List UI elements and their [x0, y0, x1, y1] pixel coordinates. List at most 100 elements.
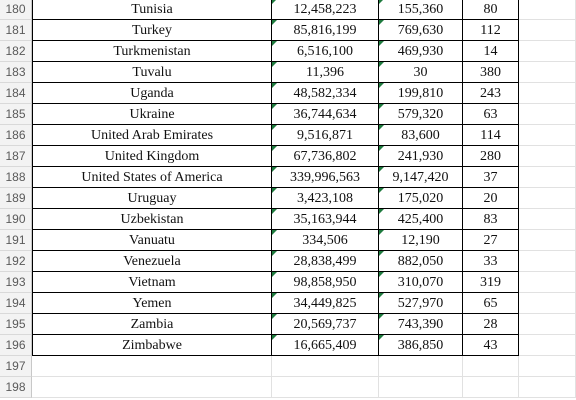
cell-density[interactable]: 63: [463, 104, 519, 125]
cell-area[interactable]: 310,070: [379, 272, 463, 293]
cell-area[interactable]: 9,147,420: [379, 167, 463, 188]
cell-empty[interactable]: [519, 230, 576, 251]
cell-country[interactable]: Venezuela: [32, 251, 272, 272]
cell-empty[interactable]: [519, 377, 576, 398]
cell-empty[interactable]: [463, 356, 519, 377]
row-header[interactable]: 190: [0, 209, 32, 230]
cell-area[interactable]: 579,320: [379, 104, 463, 125]
cell-population[interactable]: 12,458,223: [272, 0, 379, 20]
cell-area[interactable]: 769,630: [379, 20, 463, 41]
row-header[interactable]: 189: [0, 188, 32, 209]
cell-area[interactable]: 155,360: [379, 0, 463, 20]
cell-density[interactable]: 28: [463, 314, 519, 335]
cell-empty[interactable]: [379, 377, 463, 398]
row-header[interactable]: 181: [0, 20, 32, 41]
cell-empty[interactable]: [519, 20, 576, 41]
cell-density[interactable]: 43: [463, 335, 519, 356]
row-header[interactable]: 195: [0, 314, 32, 335]
cell-density[interactable]: 380: [463, 62, 519, 83]
cell-population[interactable]: 11,396: [272, 62, 379, 83]
cell-area[interactable]: 241,930: [379, 146, 463, 167]
cell-empty[interactable]: [519, 314, 576, 335]
cell-area[interactable]: 83,600: [379, 125, 463, 146]
cell-country[interactable]: Tunisia: [32, 0, 272, 20]
cell-empty[interactable]: [519, 167, 576, 188]
cell-area[interactable]: 175,020: [379, 188, 463, 209]
cell-area[interactable]: 425,400: [379, 209, 463, 230]
cell-density[interactable]: 20: [463, 188, 519, 209]
cell-density[interactable]: 65: [463, 293, 519, 314]
row-header[interactable]: 185: [0, 104, 32, 125]
cell-country[interactable]: Vanuatu: [32, 230, 272, 251]
cell-population[interactable]: 20,569,737: [272, 314, 379, 335]
cell-country[interactable]: Zimbabwe: [32, 335, 272, 356]
row-header[interactable]: 191: [0, 230, 32, 251]
cell-empty[interactable]: [519, 251, 576, 272]
cell-empty[interactable]: [519, 146, 576, 167]
cell-population[interactable]: 16,665,409: [272, 335, 379, 356]
cell-area[interactable]: 30: [379, 62, 463, 83]
cell-empty[interactable]: [519, 41, 576, 62]
cell-population[interactable]: 34,449,825: [272, 293, 379, 314]
cell-country[interactable]: Ukraine: [32, 104, 272, 125]
cell-population[interactable]: 48,582,334: [272, 83, 379, 104]
cell-density[interactable]: 114: [463, 125, 519, 146]
cell-density[interactable]: 14: [463, 41, 519, 62]
cell-empty[interactable]: [272, 356, 379, 377]
cell-density[interactable]: 243: [463, 83, 519, 104]
cell-area[interactable]: 882,050: [379, 251, 463, 272]
cell-country[interactable]: Zambia: [32, 314, 272, 335]
cell-empty[interactable]: [379, 356, 463, 377]
cell-empty[interactable]: [463, 377, 519, 398]
cell-population[interactable]: 35,163,944: [272, 209, 379, 230]
cell-population[interactable]: 6,516,100: [272, 41, 379, 62]
cell-population[interactable]: 339,996,563: [272, 167, 379, 188]
cell-population[interactable]: 85,816,199: [272, 20, 379, 41]
cell-density[interactable]: 80: [463, 0, 519, 20]
cell-country[interactable]: Turkey: [32, 20, 272, 41]
cell-country[interactable]: Uzbekistan: [32, 209, 272, 230]
cell-area[interactable]: 743,390: [379, 314, 463, 335]
cell-empty[interactable]: [519, 293, 576, 314]
row-header[interactable]: 180: [0, 0, 32, 20]
cell-country[interactable]: United States of America: [32, 167, 272, 188]
row-header[interactable]: 187: [0, 146, 32, 167]
cell-empty[interactable]: [519, 335, 576, 356]
cell-density[interactable]: 37: [463, 167, 519, 188]
cell-population[interactable]: 9,516,871: [272, 125, 379, 146]
cell-population[interactable]: 98,858,950: [272, 272, 379, 293]
cell-country[interactable]: Uruguay: [32, 188, 272, 209]
cell-country[interactable]: Turkmenistan: [32, 41, 272, 62]
row-header[interactable]: 192: [0, 251, 32, 272]
cell-country[interactable]: United Kingdom: [32, 146, 272, 167]
cell-area[interactable]: 469,930: [379, 41, 463, 62]
row-header[interactable]: 194: [0, 293, 32, 314]
cell-empty[interactable]: [519, 209, 576, 230]
cell-area[interactable]: 386,850: [379, 335, 463, 356]
cell-density[interactable]: 280: [463, 146, 519, 167]
cell-density[interactable]: 83: [463, 209, 519, 230]
row-header[interactable]: 183: [0, 62, 32, 83]
cell-empty[interactable]: [519, 188, 576, 209]
cell-country[interactable]: Tuvalu: [32, 62, 272, 83]
row-header[interactable]: 193: [0, 272, 32, 293]
cell-empty[interactable]: [519, 0, 576, 20]
cell-empty[interactable]: [519, 125, 576, 146]
row-header[interactable]: 186: [0, 125, 32, 146]
row-header[interactable]: 188: [0, 167, 32, 188]
cell-area[interactable]: 12,190: [379, 230, 463, 251]
cell-area[interactable]: 199,810: [379, 83, 463, 104]
cell-country[interactable]: United Arab Emirates: [32, 125, 272, 146]
cell-empty[interactable]: [519, 104, 576, 125]
cell-area[interactable]: 527,970: [379, 293, 463, 314]
cell-population[interactable]: 334,506: [272, 230, 379, 251]
cell-empty[interactable]: [519, 272, 576, 293]
cell-empty[interactable]: [519, 62, 576, 83]
cell-population[interactable]: 36,744,634: [272, 104, 379, 125]
cell-empty[interactable]: [272, 377, 379, 398]
cell-country[interactable]: Yemen: [32, 293, 272, 314]
row-header[interactable]: 198: [0, 377, 32, 398]
cell-country[interactable]: Uganda: [32, 83, 272, 104]
row-header[interactable]: 182: [0, 41, 32, 62]
